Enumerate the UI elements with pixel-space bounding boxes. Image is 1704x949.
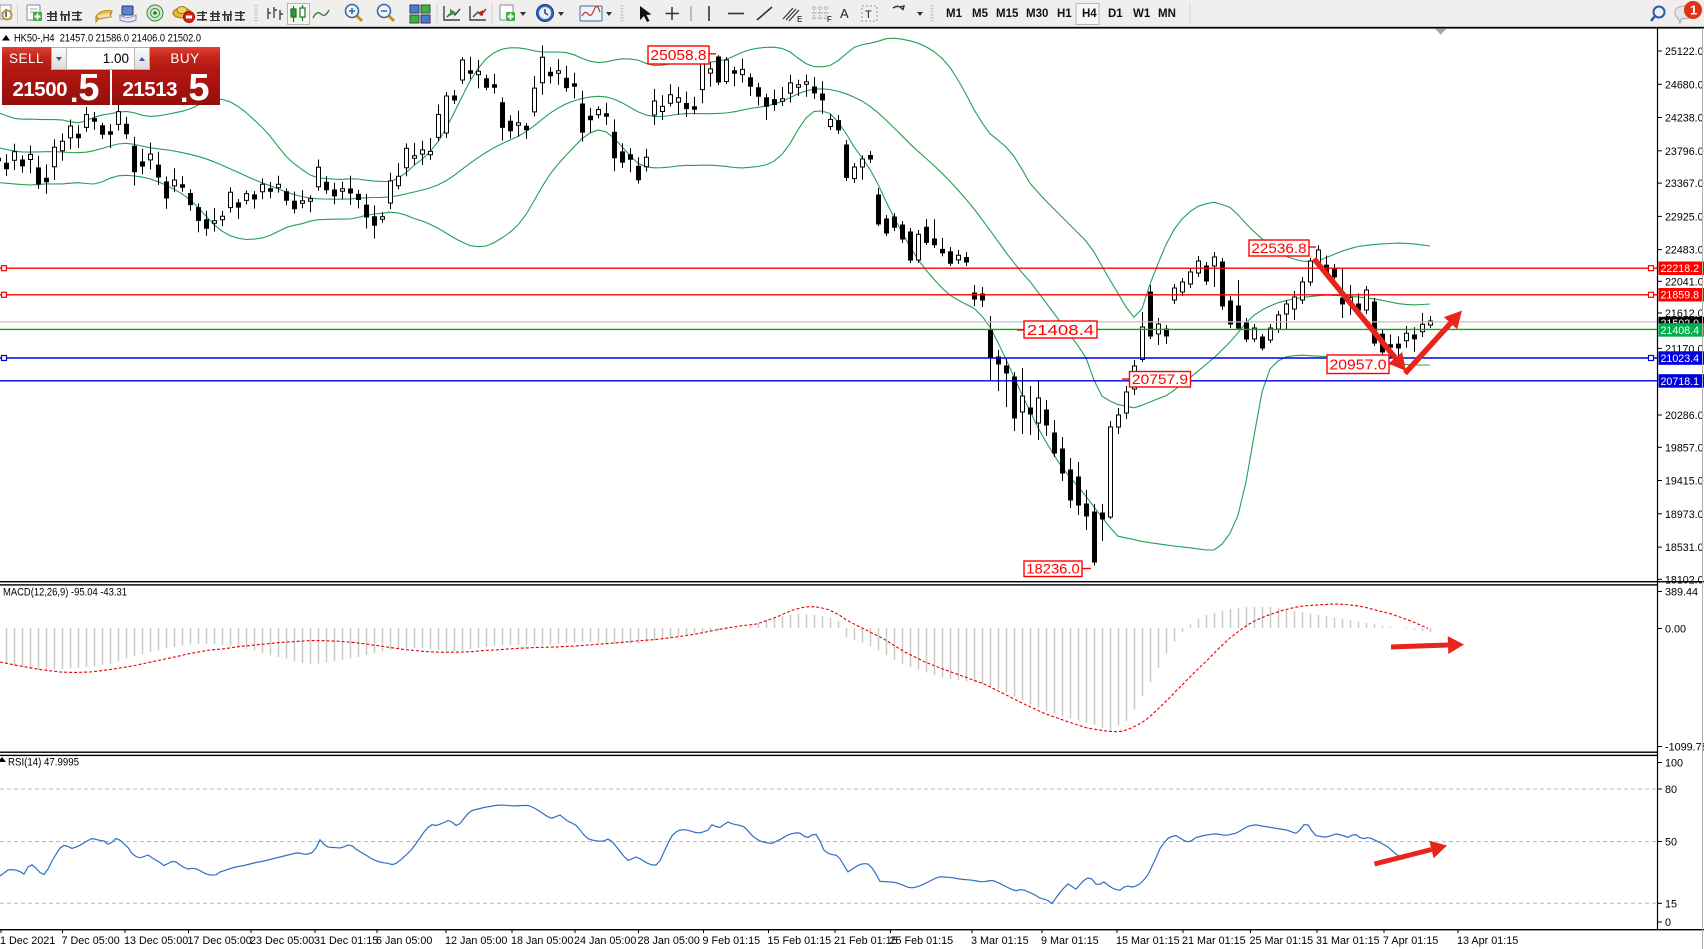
- svg-text:20286.0: 20286.0: [1665, 410, 1704, 422]
- svg-text:25058.8: 25058.8: [650, 48, 706, 64]
- svg-text:21859.8: 21859.8: [1661, 290, 1700, 302]
- svg-text:21 Mar 01:15: 21 Mar 01:15: [1182, 935, 1246, 947]
- svg-text:MN: MN: [1158, 8, 1176, 20]
- svg-text:31 Mar 01:15: 31 Mar 01:15: [1316, 935, 1380, 947]
- svg-text:3 Mar 01:15: 3 Mar 01:15: [971, 935, 1029, 947]
- svg-text:50: 50: [1665, 837, 1677, 849]
- svg-text:RSI(14) 47.9995: RSI(14) 47.9995: [8, 757, 79, 769]
- svg-text:0: 0: [1665, 917, 1671, 929]
- svg-text:D1: D1: [1108, 8, 1123, 20]
- svg-text:15 Mar 01:15: 15 Mar 01:15: [1116, 935, 1180, 947]
- svg-text:21408.4: 21408.4: [1661, 325, 1700, 337]
- svg-text:6 Jan 05:00: 6 Jan 05:00: [376, 935, 432, 947]
- svg-text:F: F: [827, 15, 832, 24]
- svg-text:0.00: 0.00: [1665, 624, 1686, 636]
- svg-text:22536.8: 22536.8: [1251, 240, 1306, 256]
- svg-text:23 Dec 05:00: 23 Dec 05:00: [250, 935, 314, 947]
- svg-text:18973.0: 18973.0: [1665, 509, 1704, 521]
- svg-text:20957.0: 20957.0: [1330, 357, 1387, 374]
- svg-text:7 Dec 05:00: 7 Dec 05:00: [62, 935, 120, 947]
- svg-text:1: 1: [1690, 3, 1697, 18]
- svg-text:M30: M30: [1026, 8, 1048, 20]
- svg-text:24238.0: 24238.0: [1665, 113, 1704, 125]
- svg-text:389.44: 389.44: [1665, 587, 1698, 599]
- svg-text:25122.0: 25122.0: [1665, 46, 1704, 58]
- svg-text:9 Feb 01:15: 9 Feb 01:15: [703, 935, 761, 947]
- svg-text:9 Mar 01:15: 9 Mar 01:15: [1041, 935, 1099, 947]
- svg-text:A: A: [840, 6, 849, 21]
- svg-text:M5: M5: [972, 8, 989, 20]
- svg-text:1 Dec 2021: 1 Dec 2021: [0, 935, 55, 947]
- svg-text:H4: H4: [1082, 8, 1097, 20]
- svg-text:23367.0: 23367.0: [1665, 178, 1704, 190]
- svg-text:H1: H1: [1057, 8, 1072, 20]
- svg-text:20757.9: 20757.9: [1132, 372, 1188, 387]
- svg-text:21023.4: 21023.4: [1661, 353, 1700, 365]
- svg-text:25 Feb 01:15: 25 Feb 01:15: [890, 935, 954, 947]
- svg-text:18531.0: 18531.0: [1665, 542, 1704, 554]
- svg-text:12 Jan 05:00: 12 Jan 05:00: [445, 935, 507, 947]
- svg-text:18 Jan 05:00: 18 Jan 05:00: [511, 935, 573, 947]
- svg-text:M1: M1: [946, 8, 963, 20]
- svg-text:13 Dec 05:00: 13 Dec 05:00: [124, 935, 188, 947]
- svg-text:15: 15: [1665, 898, 1677, 910]
- svg-text:21 Feb 01:15: 21 Feb 01:15: [834, 935, 898, 947]
- svg-text:E: E: [797, 15, 802, 24]
- svg-text:28 Jan 05:00: 28 Jan 05:00: [638, 935, 700, 947]
- svg-text:25 Mar 01:15: 25 Mar 01:15: [1250, 935, 1314, 947]
- svg-text:T: T: [865, 9, 872, 21]
- svg-text:HK50-,H4 21457.0 21586.0 2140: HK50-,H4 21457.0 21586.0 21406.0 21502.0: [14, 33, 201, 45]
- svg-text:19415.0: 19415.0: [1665, 476, 1704, 488]
- svg-text:22041.0: 22041.0: [1665, 276, 1704, 288]
- svg-text:22925.0: 22925.0: [1665, 211, 1704, 223]
- svg-text:7 Apr 01:15: 7 Apr 01:15: [1383, 935, 1438, 947]
- svg-text:15 Feb 01:15: 15 Feb 01:15: [768, 935, 832, 947]
- svg-text:13 Apr 01:15: 13 Apr 01:15: [1457, 935, 1518, 947]
- svg-text:M15: M15: [996, 8, 1019, 20]
- svg-text:100: 100: [1665, 758, 1683, 770]
- svg-text:24 Jan 05:00: 24 Jan 05:00: [574, 935, 636, 947]
- svg-text:23796.0: 23796.0: [1665, 146, 1704, 158]
- svg-text:31 Dec 01:15: 31 Dec 01:15: [314, 935, 378, 947]
- svg-text:-1099.78: -1099.78: [1665, 742, 1704, 754]
- svg-text:80: 80: [1665, 784, 1677, 796]
- svg-text:MACD(12,26,9) -95.04 -43.31: MACD(12,26,9) -95.04 -43.31: [3, 587, 127, 599]
- svg-text:17 Dec 05:00: 17 Dec 05:00: [188, 935, 252, 947]
- svg-text:18102.0: 18102.0: [1665, 574, 1704, 586]
- svg-text:19857.0: 19857.0: [1665, 442, 1704, 454]
- svg-text:22483.0: 22483.0: [1665, 245, 1704, 257]
- svg-text:21408.4: 21408.4: [1027, 322, 1094, 339]
- svg-text:18236.0: 18236.0: [1026, 562, 1079, 577]
- svg-text:24680.0: 24680.0: [1665, 79, 1704, 91]
- svg-text:20718.1: 20718.1: [1661, 376, 1700, 388]
- svg-text:W1: W1: [1133, 8, 1151, 20]
- svg-text:22218.2: 22218.2: [1661, 263, 1700, 275]
